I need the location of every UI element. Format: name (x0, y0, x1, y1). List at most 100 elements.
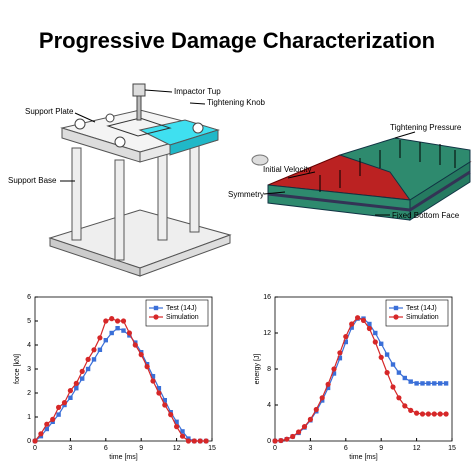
y-tick-label: 4 (27, 342, 31, 349)
diagram-label: Fixed Bottom Face (392, 211, 460, 220)
marker (109, 330, 114, 336)
marker (426, 381, 431, 386)
legend-marker (153, 314, 159, 320)
y-tick-label: 3 (27, 366, 31, 373)
marker (414, 410, 420, 416)
marker (185, 438, 191, 444)
y-tick-label: 6 (27, 294, 31, 301)
marker (120, 318, 127, 324)
y-tick-label: 4 (267, 402, 271, 409)
marker (414, 381, 419, 386)
marker (425, 411, 431, 417)
y-tick-label: 12 (263, 330, 271, 337)
chart: 0 3 6 9 12 15 0 4 8 12 16 time [ms] energy [J] Test (… (254, 294, 456, 461)
marker (296, 429, 302, 435)
diagram-label: Tightening Pressure (390, 123, 462, 132)
marker (443, 381, 449, 386)
series-line (274, 316, 447, 442)
marker (319, 395, 325, 401)
x-tick-label: 9 (139, 445, 143, 452)
marker (74, 386, 79, 391)
series-line (274, 318, 447, 442)
marker (97, 335, 103, 341)
diagram-label: Support Plate (25, 107, 74, 116)
marker (156, 386, 162, 391)
marker (437, 411, 443, 417)
marker (360, 317, 367, 323)
y-tick-label: 1 (27, 414, 31, 421)
marker (372, 339, 378, 345)
marker (174, 424, 180, 430)
marker (179, 433, 186, 439)
x-tick-label: 15 (448, 445, 456, 452)
marker (355, 315, 361, 321)
legend-marker (153, 305, 159, 311)
marker (32, 438, 38, 444)
y-tick-label: 0 (267, 438, 271, 445)
legend-box (145, 299, 209, 327)
y-tick-label: 16 (263, 294, 271, 301)
legend-label: Simulation (166, 314, 199, 321)
marker (115, 318, 121, 324)
x-tick-label: 12 (173, 445, 181, 452)
marker (438, 381, 443, 386)
marker (67, 388, 73, 394)
marker (138, 352, 144, 358)
marker (313, 406, 319, 413)
marker (378, 354, 384, 360)
fixture-diagram: Impactor Tup Support Plate Tightening Kn… (8, 83, 266, 277)
x-tick-label: 15 (208, 445, 216, 452)
marker (320, 398, 325, 403)
y-tick-label: 8 (267, 366, 271, 373)
marker (132, 342, 138, 348)
marker (56, 404, 62, 410)
marker (144, 364, 150, 370)
marker (325, 385, 331, 391)
x-tick-label: 3 (68, 445, 72, 452)
marker (290, 433, 296, 440)
marker (373, 330, 378, 336)
x-tick-label: 12 (413, 445, 421, 452)
x-axis-label: time [ms] (109, 454, 137, 461)
marker (367, 321, 372, 327)
marker (168, 412, 174, 418)
marker (80, 376, 85, 381)
marker (284, 436, 290, 442)
marker (390, 384, 396, 390)
marker (343, 334, 349, 340)
marker (431, 411, 437, 417)
marker (419, 411, 426, 417)
marker (301, 424, 308, 430)
marker (331, 371, 337, 376)
marker (197, 438, 203, 444)
y-tick-label: 2 (27, 390, 31, 397)
legend-marker (393, 305, 399, 311)
marker (38, 431, 44, 437)
marker (79, 368, 85, 374)
marker (307, 416, 313, 422)
marker (68, 395, 73, 400)
marker (180, 429, 185, 434)
marker (402, 403, 408, 409)
marker (384, 352, 390, 357)
marker (126, 330, 132, 336)
marker (174, 419, 179, 424)
marker (85, 356, 91, 362)
marker (408, 407, 414, 413)
marker (150, 378, 156, 384)
marker (384, 370, 390, 376)
marker (97, 347, 103, 352)
x-tick-label: 9 (379, 445, 383, 452)
marker (390, 362, 396, 367)
marker (337, 356, 343, 361)
diagram-label: Initial Velocity (263, 165, 311, 174)
marker (150, 374, 156, 379)
x-tick-label: 0 (33, 445, 37, 452)
fe-model-diagram: Initial Velocity Tightening Pressure Sym… (228, 123, 472, 221)
diagram-label: Tightening Knob (207, 98, 266, 107)
marker (349, 325, 354, 330)
title: Progressive Damage Characterization (39, 28, 435, 53)
